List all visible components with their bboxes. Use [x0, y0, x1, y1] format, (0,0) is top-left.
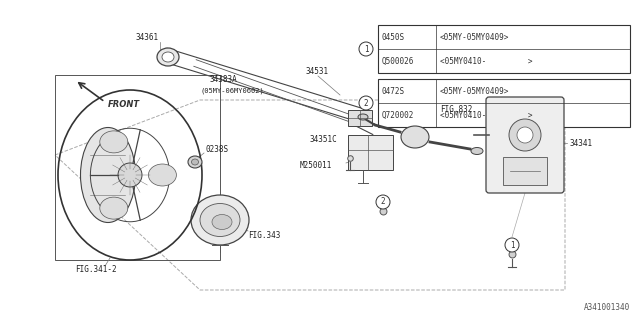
Text: <05MY0410-         >: <05MY0410- >	[440, 110, 532, 119]
Circle shape	[509, 119, 541, 151]
Text: 34351C: 34351C	[310, 135, 338, 145]
Text: A341001340: A341001340	[584, 303, 630, 312]
Text: <05MY0410-         >: <05MY0410- >	[440, 57, 532, 66]
Ellipse shape	[191, 195, 249, 245]
Text: 34361: 34361	[135, 33, 158, 42]
Bar	[348, 135, 393, 170]
FancyBboxPatch shape	[486, 97, 564, 193]
Text: 34341: 34341	[570, 139, 593, 148]
Ellipse shape	[100, 131, 128, 153]
Text: 1: 1	[509, 241, 515, 250]
Ellipse shape	[148, 164, 177, 186]
Bar	[348, 110, 372, 126]
Text: Q720002: Q720002	[382, 110, 414, 119]
Text: FIG.832: FIG.832	[440, 106, 472, 115]
Text: 34383A: 34383A	[210, 76, 237, 84]
Text: FIG.343: FIG.343	[248, 230, 280, 239]
Ellipse shape	[200, 204, 240, 236]
Circle shape	[517, 127, 533, 143]
Bar	[55, 75, 220, 260]
Circle shape	[505, 238, 519, 252]
Ellipse shape	[157, 48, 179, 66]
Ellipse shape	[188, 156, 202, 168]
Text: <05MY-05MY0409>: <05MY-05MY0409>	[440, 86, 509, 95]
Text: FIG.341-2: FIG.341-2	[75, 266, 116, 275]
Ellipse shape	[212, 214, 232, 229]
Text: 0450S: 0450S	[382, 33, 405, 42]
Ellipse shape	[162, 52, 174, 62]
Bar	[503, 157, 547, 185]
Ellipse shape	[471, 148, 483, 155]
Ellipse shape	[358, 114, 368, 120]
Text: 0472S: 0472S	[382, 86, 405, 95]
Circle shape	[359, 42, 373, 56]
Ellipse shape	[401, 126, 429, 148]
Ellipse shape	[81, 127, 136, 222]
Text: 2: 2	[364, 99, 368, 108]
Circle shape	[359, 96, 373, 110]
Text: <05MY-05MY0409>: <05MY-05MY0409>	[440, 33, 509, 42]
Text: 1: 1	[364, 44, 368, 53]
Text: 34531: 34531	[305, 68, 328, 76]
Text: Q500026: Q500026	[382, 57, 414, 66]
Text: M250011: M250011	[300, 161, 332, 170]
Text: (05MY-06MY0602): (05MY-06MY0602)	[200, 88, 264, 94]
Bar	[378, 25, 630, 73]
Text: 0238S: 0238S	[205, 146, 228, 155]
Circle shape	[376, 195, 390, 209]
Bar	[378, 79, 630, 127]
Text: FRONT: FRONT	[108, 100, 140, 109]
Ellipse shape	[191, 159, 198, 165]
Ellipse shape	[100, 197, 128, 219]
Text: 2: 2	[381, 197, 385, 206]
Circle shape	[118, 163, 142, 187]
